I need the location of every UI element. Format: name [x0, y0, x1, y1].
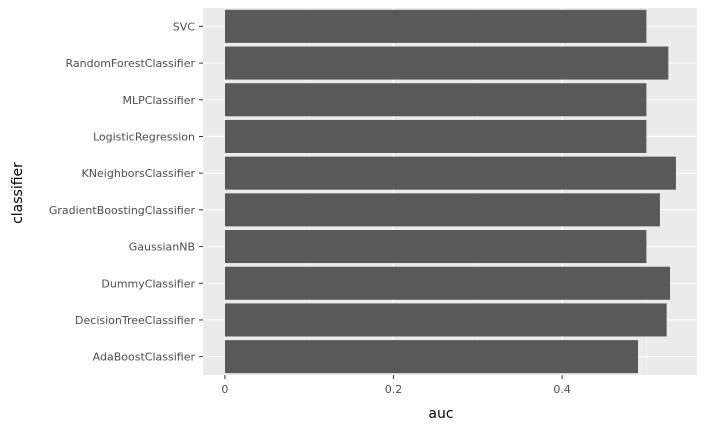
bars [224, 9, 676, 374]
bar [224, 230, 647, 264]
bar [224, 340, 638, 374]
y-tick-label: MLPClassifier [123, 94, 196, 107]
bar [224, 46, 669, 80]
y-axis-title: classifier [10, 162, 26, 224]
y-tick-label: DummyClassifier [101, 277, 195, 290]
y-tick-label: LogisticRegression [93, 130, 195, 143]
y-axis: AdaBoostClassifier DecisionTreeClassifier… [49, 20, 203, 364]
x-tick-label: 0.4 [553, 383, 571, 396]
y-tick-label: AdaBoostClassifier [93, 351, 196, 364]
bar [224, 119, 647, 153]
y-tick-label: GradientBoostingClassifier [49, 204, 196, 217]
bar [224, 266, 671, 300]
y-tick-label: RandomForestClassifier [65, 57, 195, 70]
bar [224, 303, 667, 337]
bar [224, 156, 676, 190]
y-tick-label: GaussianNB [129, 241, 195, 254]
x-axis: 0 0.2 0.4 [221, 375, 571, 396]
y-tick-label: KNeighborsClassifier [82, 167, 196, 180]
y-tick-label: DecisionTreeClassifier [75, 314, 195, 327]
x-tick-label: 0.2 [385, 383, 403, 396]
x-tick-label: 0 [221, 383, 228, 396]
bar [224, 9, 647, 43]
bar [224, 193, 660, 227]
y-tick-label: SVC [173, 20, 196, 33]
x-axis-title: auc [428, 406, 453, 422]
bar [224, 83, 647, 117]
